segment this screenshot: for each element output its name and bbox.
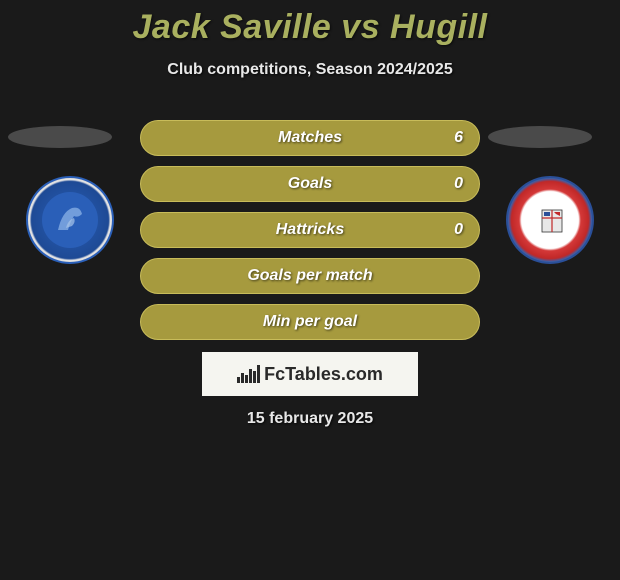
stat-bar: Goals 0 (140, 166, 480, 202)
fctables-watermark: FcTables.com (202, 352, 418, 396)
stat-label: Goals (288, 175, 332, 193)
stat-row: Matches 6 (140, 120, 480, 156)
club-badge-left (26, 176, 114, 264)
stat-row: Min per goal (140, 304, 480, 340)
stat-value-right: 0 (454, 175, 463, 193)
player-ellipse-left (8, 126, 112, 148)
fylde-crest-icon (508, 178, 596, 266)
stat-row: Hattricks 0 (140, 212, 480, 248)
stat-label: Matches (278, 129, 342, 147)
bar-chart-icon (237, 365, 260, 383)
player-ellipse-right (488, 126, 592, 148)
stat-value-right: 6 (454, 129, 463, 147)
comparison-title: Jack Saville vs Hugill (0, 0, 620, 47)
stat-label: Hattricks (276, 221, 344, 239)
comparison-date: 15 february 2025 (0, 410, 620, 428)
club-badge-left-inner (42, 192, 98, 248)
club-badge-right (506, 176, 594, 264)
stat-label: Goals per match (247, 267, 372, 285)
stat-bar: Hattricks 0 (140, 212, 480, 248)
stat-bar: Matches 6 (140, 120, 480, 156)
griffin-icon (42, 192, 98, 248)
stat-row: Goals 0 (140, 166, 480, 202)
stat-value-right: 0 (454, 221, 463, 239)
season-subtitle: Club competitions, Season 2024/2025 (0, 61, 620, 79)
stat-label: Min per goal (263, 313, 357, 331)
stat-bar: Min per goal (140, 304, 480, 340)
stat-row: Goals per match (140, 258, 480, 294)
stat-bar: Goals per match (140, 258, 480, 294)
fctables-label: FcTables.com (264, 364, 383, 385)
